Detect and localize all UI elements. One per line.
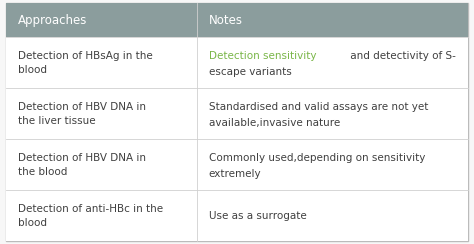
Text: escape variants: escape variants xyxy=(209,67,292,77)
Text: Approaches: Approaches xyxy=(18,13,87,27)
Text: Commonly used,depending on sensitivity: Commonly used,depending on sensitivity xyxy=(209,153,425,163)
Text: Notes: Notes xyxy=(209,13,243,27)
Bar xyxy=(6,190,468,241)
Text: Standardised and valid assays are not yet: Standardised and valid assays are not ye… xyxy=(209,102,428,112)
Text: extremely: extremely xyxy=(209,169,261,179)
Text: Detection of HBsAg in the
blood: Detection of HBsAg in the blood xyxy=(18,51,152,75)
Bar xyxy=(6,37,468,88)
Text: Detection sensitivity: Detection sensitivity xyxy=(209,51,316,61)
Text: Use as a surrogate: Use as a surrogate xyxy=(209,211,306,221)
Bar xyxy=(6,3,468,37)
Text: available,invasive nature: available,invasive nature xyxy=(209,118,340,128)
Bar xyxy=(6,88,468,139)
Text: Detection of anti-HBc in the
blood: Detection of anti-HBc in the blood xyxy=(18,203,163,228)
Text: and detectivity of S-: and detectivity of S- xyxy=(347,51,456,61)
Bar xyxy=(6,139,468,190)
Text: Detection of HBV DNA in
the liver tissue: Detection of HBV DNA in the liver tissue xyxy=(18,102,146,126)
Text: Detection of HBV DNA in
the blood: Detection of HBV DNA in the blood xyxy=(18,152,146,177)
